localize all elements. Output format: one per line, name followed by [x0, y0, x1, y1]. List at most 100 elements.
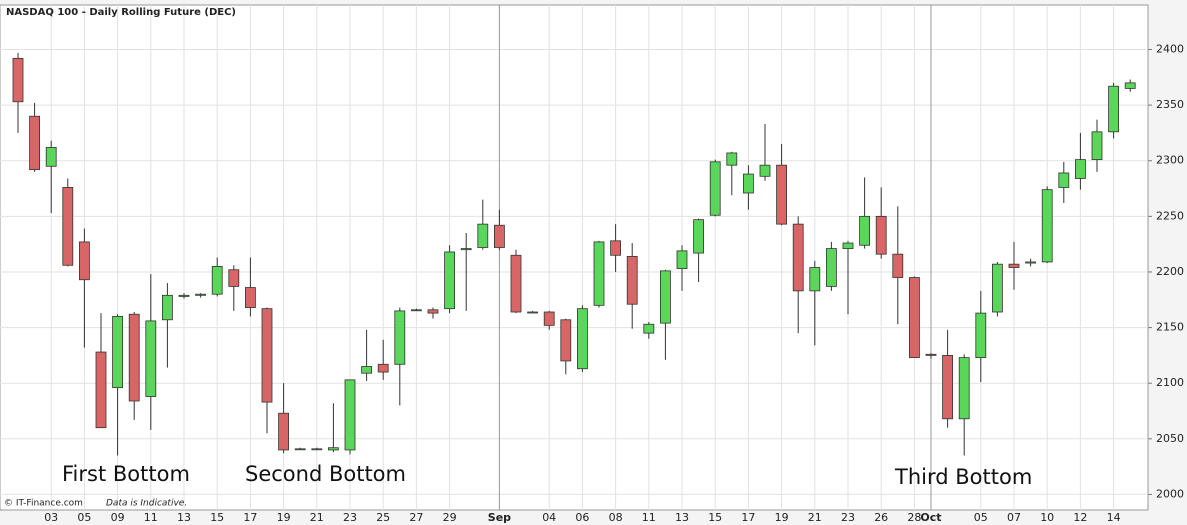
candle-body	[427, 309, 439, 314]
candle-body	[145, 320, 157, 397]
candle-body	[1058, 172, 1070, 188]
x-tick-label: 17	[243, 511, 257, 524]
x-tick-label: 05	[974, 511, 988, 524]
candle-body	[660, 270, 671, 324]
candle-body	[29, 115, 41, 171]
x-tick-label: 17	[741, 511, 755, 524]
candle-body	[1124, 82, 1136, 89]
candle-body	[178, 294, 190, 297]
candle-body	[45, 146, 57, 167]
candle-body	[809, 267, 821, 292]
candle-body	[460, 248, 472, 251]
candle-body	[826, 248, 837, 287]
x-tick-label: 14	[1107, 511, 1121, 524]
candle-body	[577, 308, 588, 370]
candle-body	[892, 253, 904, 278]
candle-body	[477, 223, 489, 248]
x-tick-label: 21	[808, 511, 822, 524]
candle-body	[311, 448, 323, 451]
candle-body	[543, 311, 555, 326]
x-tick-label: 09	[111, 511, 125, 524]
candle-body	[294, 448, 306, 451]
candle-body	[593, 241, 605, 306]
y-tick-label: 2050	[1156, 432, 1184, 445]
candle-body	[726, 152, 738, 166]
x-tick-label: 08	[609, 511, 623, 524]
candle-body	[327, 447, 339, 451]
chart-title: NASDAQ 100 - Daily Rolling Future (DEC)	[6, 7, 236, 18]
candle-body	[444, 251, 456, 310]
x-tick-label: 15	[210, 511, 224, 524]
annotation: Second Bottom	[245, 462, 406, 486]
x-tick-label: Sep	[488, 511, 511, 524]
candle-body	[1041, 189, 1053, 263]
x-tick-label: 27	[409, 511, 423, 524]
x-tick-label: 25	[376, 511, 390, 524]
candle-body	[693, 219, 704, 254]
x-tick-label: 11	[642, 511, 656, 524]
candle-body	[909, 277, 920, 359]
candle-body	[377, 363, 389, 373]
x-tick-label: 11	[144, 511, 158, 524]
candle-body	[975, 312, 987, 359]
candle-body	[842, 242, 854, 250]
candle-body	[410, 309, 422, 312]
candle-body	[1025, 261, 1036, 264]
candle-body	[244, 287, 256, 308]
x-tick-label: 19	[775, 511, 789, 524]
candle-body	[1091, 131, 1103, 161]
x-tick-label: 13	[675, 511, 689, 524]
x-tick-label: 13	[177, 511, 191, 524]
candle-body	[161, 294, 173, 321]
candle-body	[128, 313, 140, 402]
x-tick-label: 21	[310, 511, 324, 524]
footer: Data is Indicative.	[106, 499, 187, 509]
candle-body	[79, 241, 90, 281]
annotation: Third Bottom	[894, 465, 1032, 489]
y-tick-label: 2300	[1156, 154, 1184, 167]
x-tick-label: 06	[575, 511, 589, 524]
candle-body	[958, 357, 970, 420]
y-tick-label: 2150	[1156, 321, 1184, 334]
candle-body	[1075, 159, 1086, 179]
annotation: First Bottom	[62, 462, 190, 486]
y-tick-label: 2400	[1156, 42, 1184, 55]
candle-body	[95, 351, 107, 429]
y-tick-label: 2200	[1156, 265, 1184, 278]
candle-body	[510, 254, 522, 313]
candle-body	[776, 164, 787, 225]
candle-body	[493, 224, 505, 248]
x-tick-label: 19	[277, 511, 291, 524]
y-tick-label: 2000	[1156, 487, 1184, 500]
candle-body	[261, 308, 273, 403]
x-tick-label: 10	[1040, 511, 1054, 524]
x-tick-label: 28	[907, 511, 921, 524]
x-tick-label: 15	[708, 511, 722, 524]
candle-body	[195, 293, 207, 296]
y-tick-label: 2350	[1156, 98, 1184, 111]
x-tick-label: 03	[44, 511, 58, 524]
candle-body	[1008, 263, 1020, 268]
candle-body	[643, 323, 655, 334]
candle-body	[759, 164, 771, 177]
candle-body	[560, 319, 572, 362]
candle-body	[112, 316, 123, 389]
candle-body	[610, 240, 621, 256]
candle-body	[992, 263, 1003, 313]
x-tick-label: 23	[841, 511, 855, 524]
candle-body	[859, 215, 870, 246]
x-tick-label: 12	[1073, 511, 1087, 524]
x-tick-label: 07	[1007, 511, 1021, 524]
y-tick-label: 2250	[1156, 209, 1184, 222]
candle-body	[344, 379, 356, 451]
candle-body	[925, 353, 937, 356]
candle-body	[676, 250, 688, 270]
candle-body	[12, 57, 24, 103]
candle-body	[361, 366, 373, 374]
candle-body	[527, 311, 538, 314]
x-tick-label: 26	[874, 511, 888, 524]
candle-body	[278, 412, 290, 451]
plot-area	[0, 4, 1149, 511]
candle-body	[1108, 85, 1119, 133]
